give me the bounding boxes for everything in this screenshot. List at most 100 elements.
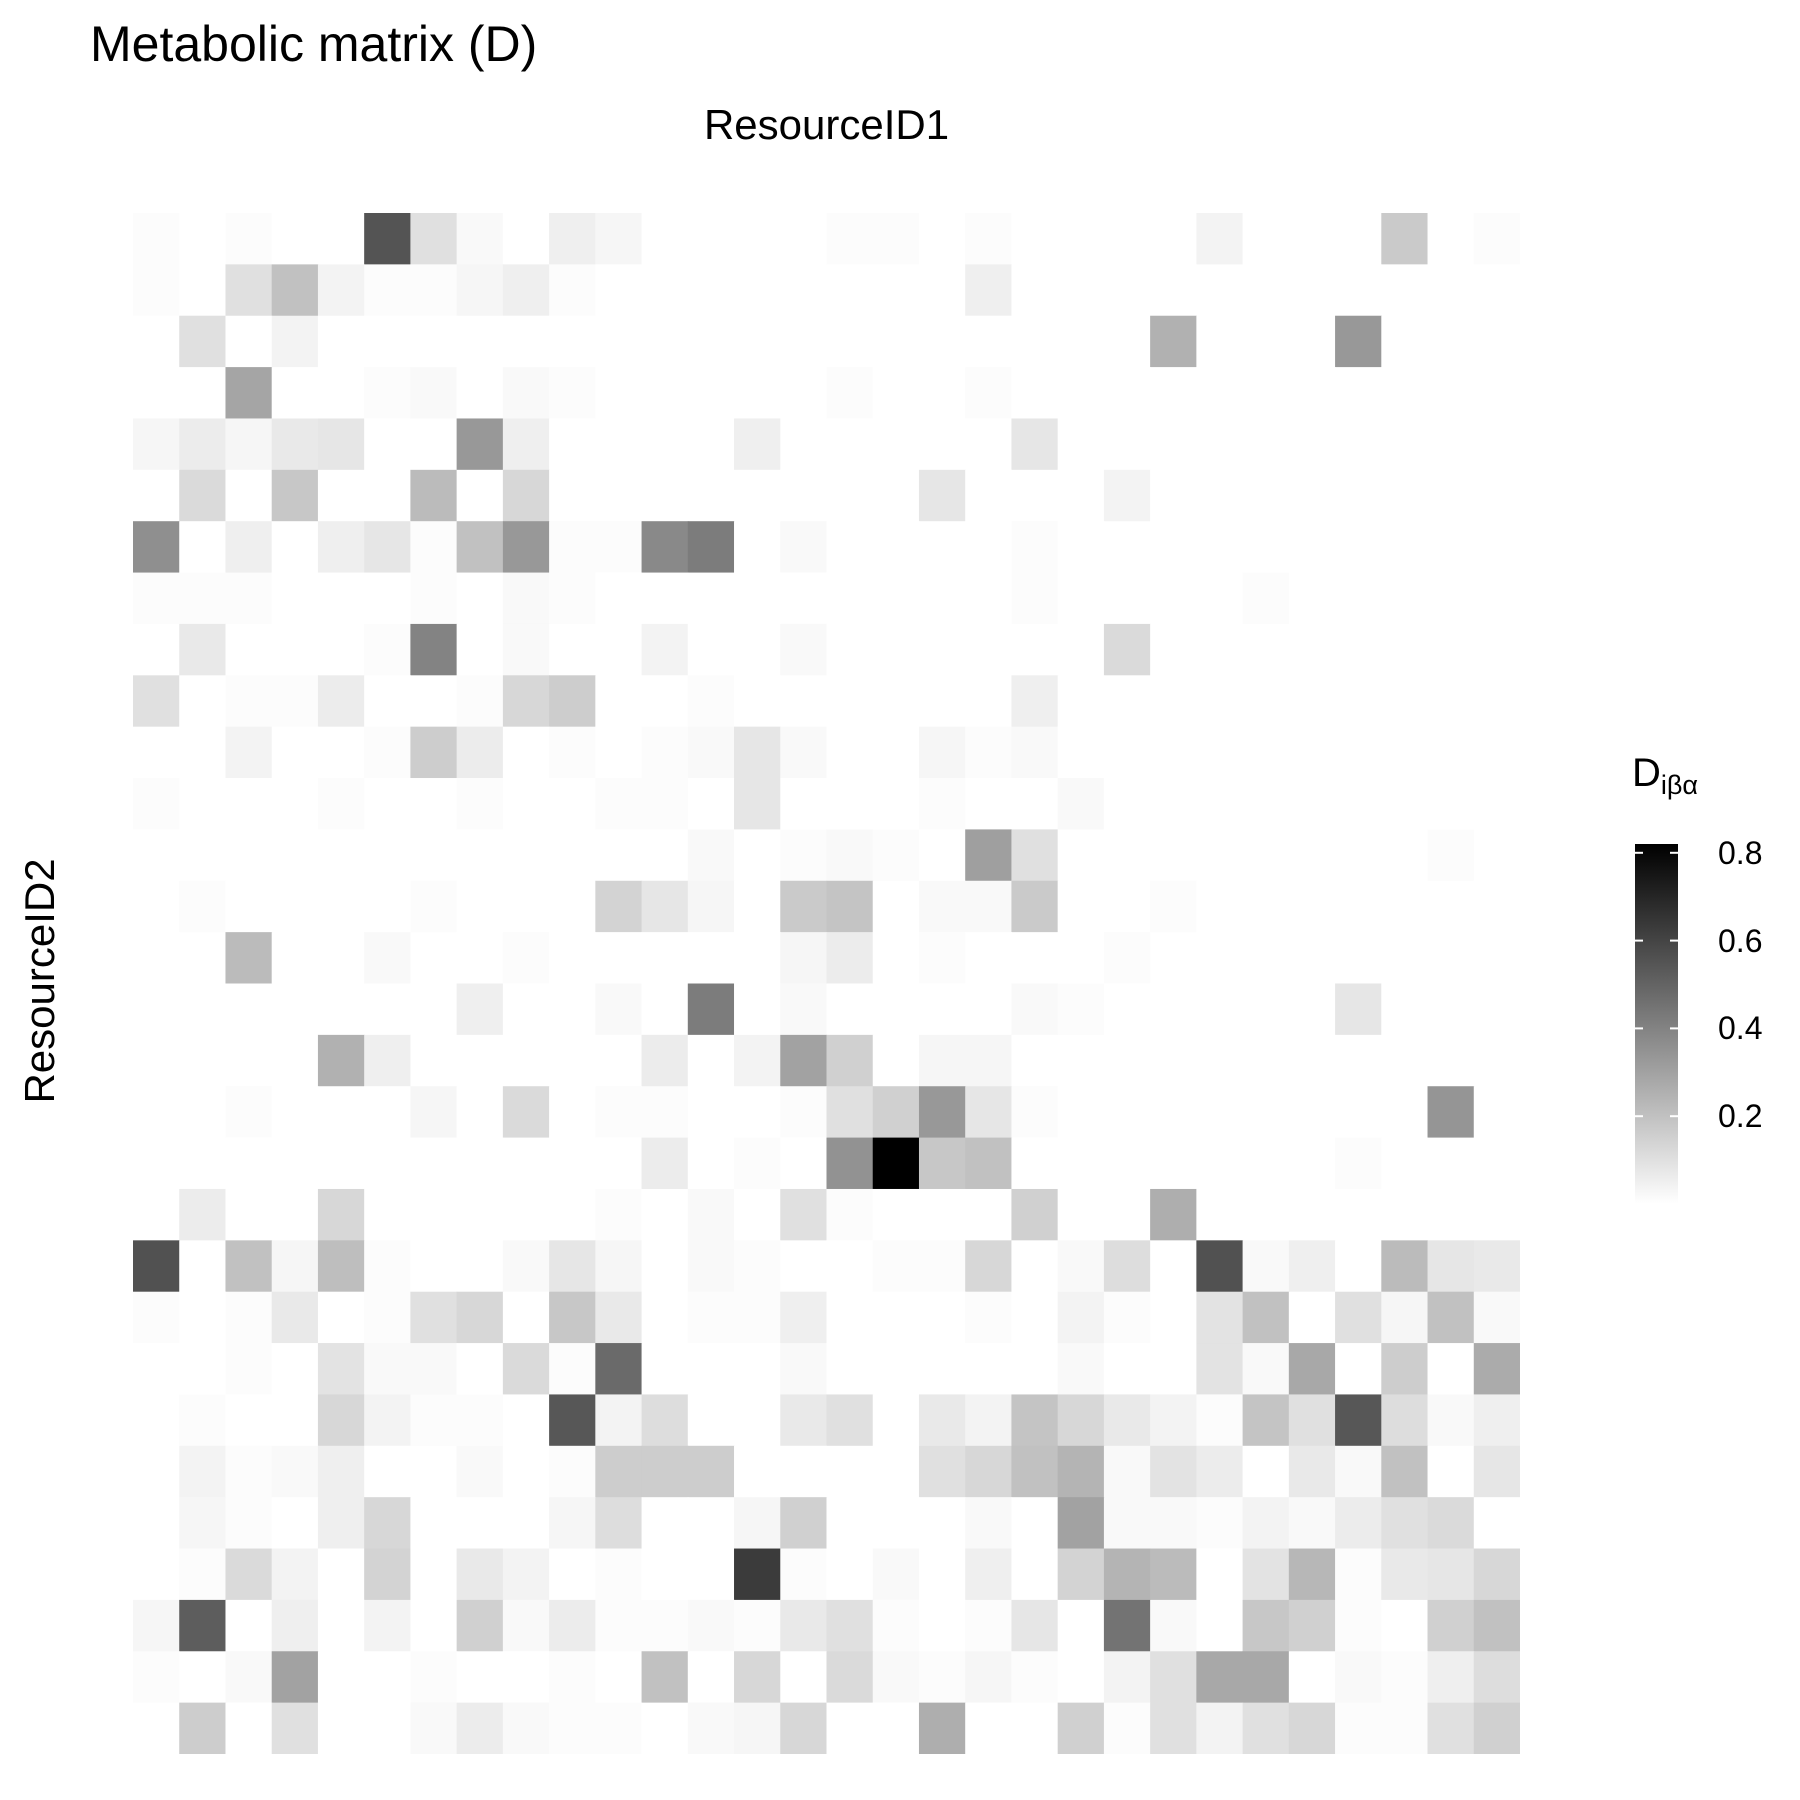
heatmap-cell <box>271 1548 319 1601</box>
heatmap-cell <box>687 1548 735 1601</box>
heatmap-cell <box>1381 367 1429 420</box>
heatmap-cell <box>687 1394 735 1447</box>
heatmap-cell <box>641 315 689 368</box>
heatmap-cell <box>549 1291 596 1344</box>
heatmap-cell <box>1473 418 1520 471</box>
heatmap-cell <box>364 367 411 420</box>
heatmap-cell <box>225 778 273 830</box>
heatmap-cell <box>872 264 920 317</box>
heatmap-cell <box>872 1394 920 1447</box>
heatmap-cell <box>1057 1548 1105 1601</box>
heatmap-cell <box>641 1291 689 1344</box>
heatmap-cell <box>595 264 643 317</box>
heatmap-cell <box>456 932 504 985</box>
heatmap-cell <box>225 1651 273 1704</box>
heatmap-cell <box>1057 1137 1105 1190</box>
heatmap-cell <box>826 1548 874 1601</box>
legend-tick-label: 0.4 <box>1718 1010 1763 1047</box>
heatmap-cell <box>271 1445 319 1498</box>
heatmap-cell <box>364 469 411 522</box>
heatmap-cell <box>317 778 365 830</box>
heatmap-cell <box>1242 469 1290 522</box>
heatmap-cell <box>1057 1034 1105 1087</box>
heatmap-cell <box>965 1291 1013 1344</box>
heatmap-cell <box>1196 264 1244 317</box>
heatmap-cell <box>687 521 735 574</box>
heatmap-cell <box>1381 1651 1429 1704</box>
heatmap-cell <box>502 1086 550 1139</box>
heatmap-cell <box>1103 1137 1151 1190</box>
heatmap-cell <box>1335 1240 1382 1293</box>
heatmap-cell <box>872 880 920 933</box>
heatmap-cell <box>549 983 596 1036</box>
heatmap-cell <box>179 521 227 574</box>
heatmap-cell <box>641 213 689 265</box>
heatmap-cell <box>271 1034 319 1087</box>
heatmap-cell <box>780 829 828 882</box>
heatmap-cell <box>780 1445 828 1498</box>
heatmap-cell <box>179 1291 227 1344</box>
heatmap-cell <box>1196 572 1244 625</box>
heatmap-cell <box>133 264 180 317</box>
heatmap-cell <box>1427 1548 1475 1601</box>
heatmap-cell <box>179 726 227 779</box>
heatmap-cell <box>872 315 920 368</box>
heatmap-cell <box>271 829 319 882</box>
heatmap-cell <box>1011 572 1059 625</box>
heatmap-cell <box>780 1188 828 1241</box>
heatmap-cell <box>780 1034 828 1087</box>
heatmap-cell <box>410 829 458 882</box>
heatmap-cell <box>734 983 781 1036</box>
heatmap-cell <box>641 675 689 728</box>
heatmap-cell <box>687 1034 735 1087</box>
heatmap-cell <box>1057 623 1105 676</box>
heatmap-cell <box>271 521 319 574</box>
heatmap-cell <box>133 726 180 779</box>
heatmap-cell <box>687 367 735 420</box>
heatmap-cell <box>1150 1086 1197 1139</box>
heatmap-cell <box>641 367 689 420</box>
heatmap-cell <box>1242 1445 1290 1498</box>
heatmap-cell <box>1335 1291 1382 1344</box>
heatmap-cell <box>1242 675 1290 728</box>
heatmap-cell <box>502 932 550 985</box>
heatmap-cell <box>780 521 828 574</box>
heatmap-cell <box>364 829 411 882</box>
heatmap-plot-area <box>133 213 1520 1754</box>
heatmap-cell <box>225 1188 273 1241</box>
heatmap-cell <box>1196 1702 1244 1754</box>
heatmap-cell <box>271 213 319 265</box>
heatmap-cell <box>549 880 596 933</box>
heatmap-cell <box>410 1034 458 1087</box>
heatmap-cell <box>918 1599 966 1652</box>
heatmap-cell <box>133 469 180 522</box>
heatmap-cell <box>826 675 874 728</box>
heatmap-cell <box>133 1137 180 1190</box>
heatmap-cell <box>1057 1702 1105 1754</box>
heatmap-cell <box>225 521 273 574</box>
heatmap-cell <box>364 1086 411 1139</box>
heatmap-cell <box>687 1343 735 1396</box>
heatmap-cell <box>918 880 966 933</box>
heatmap-cell <box>734 880 781 933</box>
heatmap-cell <box>364 1343 411 1396</box>
heatmap-cell <box>271 1497 319 1550</box>
heatmap-cell <box>1242 983 1290 1036</box>
heatmap-cell <box>225 213 273 265</box>
heatmap-cell <box>502 1702 550 1754</box>
heatmap-cell <box>780 367 828 420</box>
heatmap-cell <box>1150 521 1197 574</box>
heatmap-cell <box>687 572 735 625</box>
heatmap-cell <box>364 1497 411 1550</box>
legend-title-subscript: iβα <box>1660 770 1699 800</box>
heatmap-cell <box>1011 1137 1059 1190</box>
heatmap-cell <box>225 1291 273 1344</box>
heatmap-cell <box>1196 367 1244 420</box>
heatmap-cell <box>965 213 1013 265</box>
heatmap-cell <box>456 623 504 676</box>
heatmap-cell <box>502 983 550 1036</box>
heatmap-cell <box>1473 932 1520 985</box>
heatmap-cell <box>502 1343 550 1396</box>
heatmap-cell <box>595 418 643 471</box>
heatmap-cell <box>179 1240 227 1293</box>
